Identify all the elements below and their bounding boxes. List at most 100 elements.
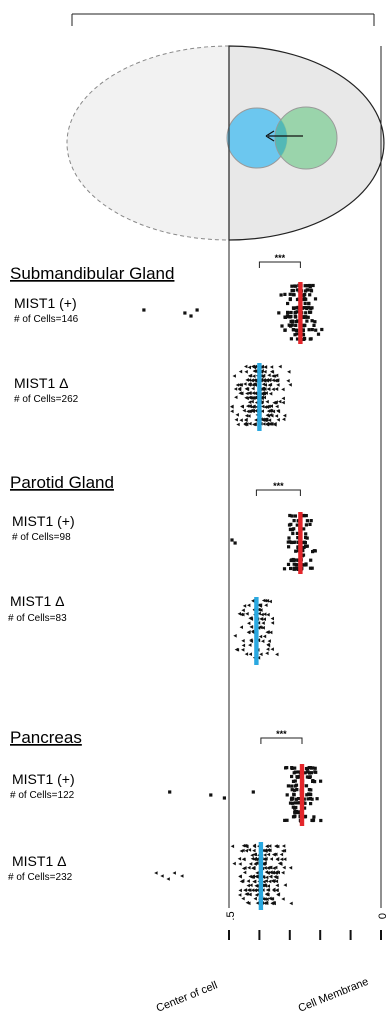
data-point-p0-g1: [281, 387, 285, 392]
data-point-p0-g1: [233, 387, 238, 391]
data-point-p1-g1: [257, 603, 261, 607]
data-point-p1-g1: [263, 598, 268, 603]
data-point-p2-g0: [293, 766, 297, 770]
data-point-p2-g0: [302, 797, 306, 801]
data-point-p0-g1: [239, 391, 244, 396]
data-point-p1-g0: [293, 566, 297, 570]
data-point-p2-g1: [250, 875, 254, 879]
data-point-p1-g1: [242, 604, 247, 608]
data-point-p2-g1: [266, 852, 271, 857]
data-point-p2-g1: [243, 843, 247, 848]
data-point-p2-g1: [269, 857, 273, 861]
data-point-p2-g0: [308, 766, 312, 770]
count-label-submandibular-plus: # of Cells=146: [14, 314, 79, 325]
data-point-p0-g1: [269, 365, 274, 369]
data-point-p2-g1: [281, 849, 285, 853]
data-point-p0-g0: [303, 301, 307, 305]
data-point-p1-g1: [267, 639, 271, 643]
data-point-p0-g0: [304, 297, 308, 301]
data-point-p0-g0: [290, 323, 294, 327]
data-point-p0-g1: [260, 400, 264, 404]
data-point-p1-g0: [288, 513, 292, 518]
data-point-p2-g1: [265, 875, 269, 880]
data-point-p1-g1: [270, 647, 274, 651]
data-point-p0-g0: [295, 297, 300, 302]
count-label-submandibular-delta: # of Cells=262: [14, 394, 79, 405]
data-point-p0-g1: [266, 414, 271, 418]
outlier-point-p0-g0: [183, 311, 187, 315]
data-point-p2-g1: [244, 848, 248, 853]
data-point-p2-g1: [250, 853, 254, 858]
data-point-p1-g1: [244, 652, 249, 656]
data-point-p0-g0: [307, 305, 311, 310]
group-label-pancreas-plus: MIST1 (+): [12, 771, 75, 787]
data-point-p1-g0: [290, 514, 294, 518]
data-point-p0-g0: [320, 327, 324, 332]
x-tick-label-5: 0: [377, 913, 387, 919]
data-point-p0-g1: [278, 364, 282, 369]
data-point-p2-g1: [262, 861, 266, 866]
x-tick-label-0: .5: [225, 911, 237, 920]
data-point-p1-g0: [308, 522, 312, 526]
data-point-p0-g1: [254, 409, 258, 413]
data-point-p1-g1: [261, 598, 266, 603]
data-point-p0-g1: [261, 373, 266, 378]
data-point-p0-g1: [247, 365, 251, 370]
data-point-p0-g0: [303, 284, 307, 288]
data-point-p2-g1: [270, 879, 275, 883]
data-point-p0-g0: [280, 324, 284, 328]
data-point-p0-g0: [286, 301, 290, 306]
data-point-p0-g0: [313, 297, 318, 301]
data-point-p2-g0: [303, 801, 307, 805]
data-point-p2-g1: [263, 884, 268, 888]
data-point-p0-g1: [271, 374, 275, 378]
data-point-p2-g1: [245, 892, 250, 896]
data-point-p2-g1: [266, 884, 270, 888]
data-point-p1-g1: [265, 651, 269, 656]
data-point-p1-g1: [262, 634, 267, 639]
data-point-p1-g1: [248, 652, 252, 656]
data-point-p2-g0: [313, 766, 317, 770]
nucleus-overlap: [275, 120, 287, 156]
data-point-p0-g0: [293, 333, 297, 337]
data-point-p0-g1: [267, 418, 272, 422]
mean-bar-p0-g0: [298, 282, 303, 344]
data-point-p0-g0: [310, 306, 314, 310]
data-point-p0-g0: [293, 284, 297, 288]
data-point-p2-g0: [309, 771, 313, 775]
data-point-p0-g0: [294, 323, 298, 327]
data-point-p2-g0: [311, 779, 315, 783]
data-point-p0-g1: [278, 399, 282, 404]
data-point-p0-g0: [290, 284, 294, 288]
data-point-p1-g0: [293, 514, 297, 518]
data-point-p0-g1: [260, 365, 264, 369]
group-label-parotid-plus: MIST1 (+): [12, 513, 75, 529]
data-point-p0-g0: [308, 293, 312, 297]
data-point-p1-g1: [259, 617, 263, 621]
data-point-p0-g1: [266, 409, 271, 413]
data-point-p2-g1: [276, 870, 280, 875]
data-point-p0-g1: [250, 399, 254, 404]
mean-bar-p2-g0: [299, 764, 305, 826]
data-point-p1-g1: [241, 648, 245, 652]
data-point-p0-g0: [302, 324, 306, 328]
data-point-p1-g0: [291, 531, 295, 536]
data-point-p2-g1: [241, 848, 245, 853]
count-label-parotid-plus: # of Cells=98: [12, 532, 71, 543]
data-point-p1-g1: [247, 603, 251, 608]
data-point-p2-g0: [319, 779, 323, 783]
data-point-p2-g1: [250, 888, 255, 892]
data-point-p1-g1: [266, 643, 271, 648]
data-point-p2-g1: [266, 892, 270, 897]
data-point-p1-g0: [287, 536, 291, 540]
data-point-p0-g1: [276, 383, 280, 387]
data-point-p0-g1: [274, 400, 278, 404]
data-point-p2-g0: [296, 797, 301, 801]
data-point-p0-g0: [314, 328, 318, 332]
data-point-p2-g1: [255, 871, 259, 875]
data-point-p1-g0: [302, 513, 306, 518]
data-point-p2-g1: [282, 848, 287, 853]
data-point-p0-g1: [246, 409, 250, 414]
data-point-p0-g0: [312, 323, 316, 327]
data-point-p2-g1: [267, 879, 272, 884]
